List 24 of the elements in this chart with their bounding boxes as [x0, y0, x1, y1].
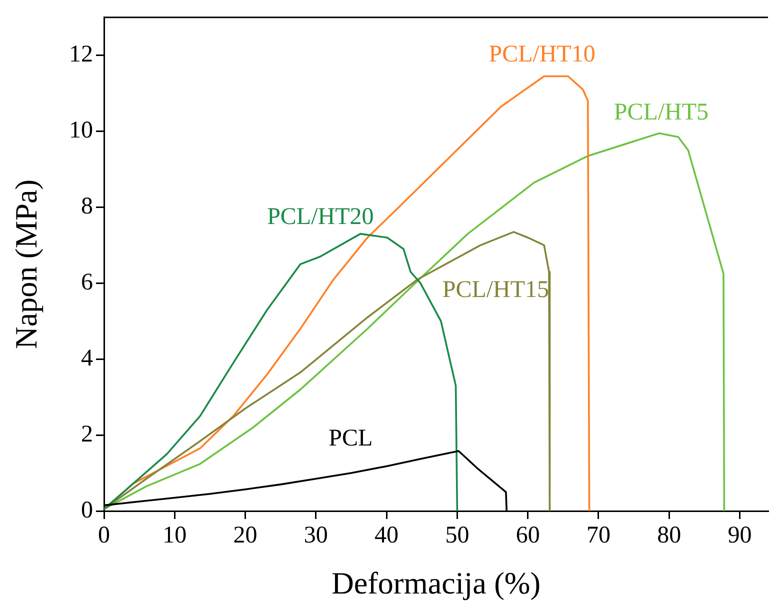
- series-label: PCL/HT15: [442, 277, 550, 304]
- series-label: PCL/HT5: [614, 100, 709, 126]
- y-tick-label: 8: [81, 194, 93, 220]
- x-tick-label: 80: [657, 522, 682, 549]
- x-tick-label: 70: [586, 522, 610, 549]
- x-tick-label: 0: [98, 522, 110, 549]
- series-label: PCL: [328, 425, 373, 452]
- series-label: PCL/HT10: [488, 42, 596, 68]
- y-axis-title: Napon (MPa): [8, 179, 44, 350]
- x-tick-label: 50: [445, 522, 470, 549]
- x-tick-label: 30: [304, 522, 328, 549]
- y-tick-label: 4: [81, 345, 93, 372]
- x-tick-label: 60: [516, 522, 540, 549]
- x-axis-title: Deformacija (%): [331, 566, 541, 601]
- x-tick-label: 90: [728, 522, 752, 549]
- x-tick-label: 40: [374, 522, 399, 549]
- x-tick-label: 20: [233, 522, 258, 549]
- x-tick-label: 10: [162, 522, 187, 549]
- series-label: PCL/HT20: [267, 204, 374, 230]
- y-tick-label: 6: [81, 269, 93, 296]
- y-tick-label: 2: [81, 421, 93, 448]
- y-tick-label: 0: [81, 497, 93, 524]
- y-tick-label: 10: [69, 118, 93, 144]
- y-tick-label: 12: [69, 42, 93, 68]
